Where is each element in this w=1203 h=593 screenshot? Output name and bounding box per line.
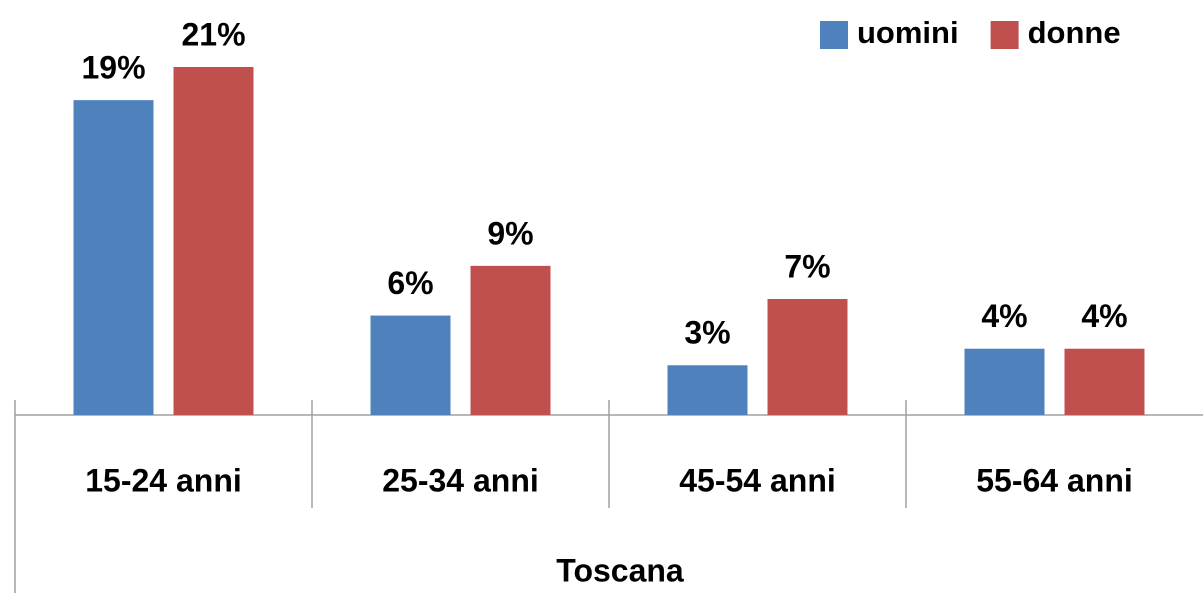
data-label: 19% [81, 50, 145, 86]
data-label: 3% [684, 315, 730, 351]
data-label: 7% [784, 248, 830, 284]
legend-label: uomini [857, 15, 959, 50]
bar [667, 365, 748, 415]
data-label: 9% [487, 215, 533, 251]
data-label: 4% [1081, 298, 1127, 334]
bar [173, 67, 254, 415]
legend-swatch [820, 21, 848, 49]
x-tick-label: 45-54 anni [679, 462, 836, 498]
x-tick-label: 15-24 anni [85, 462, 242, 498]
x-tick-label: 55-64 anni [976, 462, 1133, 498]
data-label: 6% [387, 265, 433, 301]
bar [73, 100, 154, 416]
legend-label: donne [1028, 15, 1121, 50]
bar [470, 265, 551, 415]
legend-swatch [990, 21, 1019, 49]
bar [370, 315, 451, 415]
bar [1064, 348, 1145, 415]
data-label: 4% [981, 298, 1027, 334]
x-tick-label: 25-34 anni [382, 462, 539, 498]
data-label: 21% [181, 16, 245, 52]
bar [964, 348, 1045, 415]
group-label: Toscana [556, 552, 684, 588]
bar [767, 299, 848, 415]
